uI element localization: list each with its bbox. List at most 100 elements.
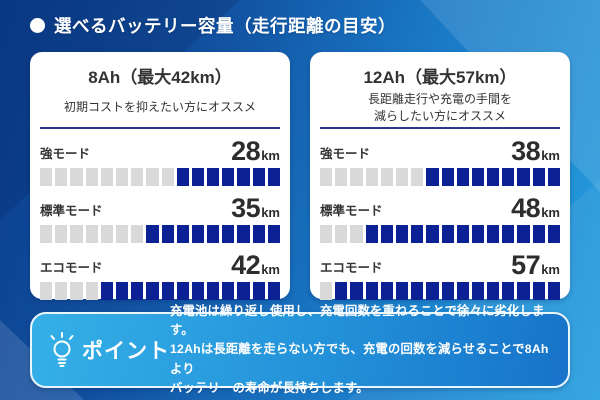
bar-segment — [335, 225, 348, 243]
bar-segment — [222, 282, 235, 300]
bar-segment — [100, 282, 113, 300]
bar-segment — [85, 225, 98, 243]
bar-segment — [547, 168, 560, 186]
card-subtitle: 初期コストを抑えたい方にオススメ — [30, 88, 290, 127]
bar-segment — [441, 168, 454, 186]
bar-segment — [365, 168, 378, 186]
distance-unit: km — [261, 205, 280, 220]
bar-segment — [441, 225, 454, 243]
bar-segment — [502, 168, 515, 186]
mode-row-standard: 標準モード 48km — [320, 193, 560, 243]
mode-row-eco: エコモード 57km — [320, 250, 560, 300]
bar-segment — [222, 225, 235, 243]
distance-unit: km — [541, 148, 560, 163]
bar-segment — [100, 168, 113, 186]
battery-cards: 8Ah（最大42km） 初期コストを抑えたい方にオススメ 強モード 28km 標… — [30, 52, 570, 300]
distance-unit: km — [541, 262, 560, 277]
distance-value: 38 — [511, 136, 541, 166]
bar-segment — [426, 282, 439, 300]
bar-segment — [176, 225, 189, 243]
bar-segment — [532, 225, 545, 243]
bar-segment — [85, 282, 98, 300]
point-callout: ポイント 充電池は繰り返し使用し、充電回数を重ねることで徐々に劣化します。 12… — [30, 304, 570, 395]
bar-segment — [365, 282, 378, 300]
point-text-line: 12Ahは長距離を走らない方でも、充電の回数を減らせることで8Ahより — [170, 342, 549, 376]
page-title: 選べるバッテリー容量（走行距離の目安） — [54, 16, 396, 36]
point-text-line: バッテリーの寿命が長持ちします。 — [170, 380, 369, 395]
bar-segment — [115, 282, 129, 300]
mode-value: 28km — [231, 138, 280, 165]
bar-segment — [146, 225, 159, 243]
point-badge: ポイント — [48, 332, 170, 368]
bar-segment — [517, 282, 530, 300]
bar-segment — [365, 225, 378, 243]
bar-segment — [411, 168, 424, 186]
bar-segment — [131, 168, 144, 186]
bar-segment — [267, 282, 280, 300]
bar-segment — [335, 168, 348, 186]
bar-segment — [237, 225, 250, 243]
bar-segment — [40, 225, 53, 243]
bar-segment — [441, 282, 454, 300]
bar-segment — [411, 282, 424, 300]
bar-segment — [395, 282, 409, 300]
mode-row-strong: 強モード 28km — [40, 136, 280, 186]
bar-segment — [115, 168, 129, 186]
bar-segment — [207, 282, 220, 300]
mode-value: 57km — [511, 252, 560, 279]
bar-segment — [70, 282, 83, 300]
bar-segment — [471, 225, 485, 243]
bar-segment — [161, 168, 174, 186]
bar-segment — [237, 282, 250, 300]
bar-segment — [161, 282, 174, 300]
bar-segment — [191, 225, 205, 243]
bar-segment — [252, 168, 265, 186]
bar-segment — [100, 225, 113, 243]
point-text: 充電池は繰り返し使用し、充電回数を重ねることで徐々に劣化します。 12Ahは長距… — [170, 302, 552, 397]
bar-segment — [40, 282, 53, 300]
distance-value: 35 — [231, 193, 261, 223]
point-label: ポイント — [82, 340, 170, 363]
bar-segment — [207, 225, 220, 243]
bar-segment — [320, 168, 333, 186]
bar-segment — [131, 282, 144, 300]
battery-bar — [40, 168, 280, 186]
bar-segment — [547, 225, 560, 243]
bar-segment — [532, 168, 545, 186]
mode-label: エコモード — [320, 261, 383, 275]
bar-segment — [456, 225, 469, 243]
bar-segment — [320, 282, 333, 300]
bar-segment — [471, 168, 485, 186]
bar-segment — [131, 225, 144, 243]
bar-segment — [456, 168, 469, 186]
bar-segment — [55, 168, 68, 186]
bar-segment — [70, 225, 83, 243]
bar-segment — [517, 225, 530, 243]
bar-segment — [191, 282, 205, 300]
card-title: 8Ah（最大42km） — [88, 68, 232, 87]
bar-segment — [176, 282, 189, 300]
bar-segment — [502, 225, 515, 243]
mode-label: 標準モード — [40, 204, 103, 218]
bar-segment — [70, 168, 83, 186]
bar-segment — [395, 225, 409, 243]
bar-segment — [487, 282, 500, 300]
bar-segment — [222, 168, 235, 186]
mode-value: 48km — [511, 195, 560, 222]
bar-segment — [207, 168, 220, 186]
bar-segment — [350, 225, 363, 243]
distance-value: 48 — [511, 193, 541, 223]
bar-segment — [320, 225, 333, 243]
bar-segment — [335, 282, 348, 300]
card-title: 12Ah（最大57km） — [363, 68, 517, 87]
bar-segment — [532, 282, 545, 300]
bar-segment — [252, 282, 265, 300]
mode-value: 38km — [511, 138, 560, 165]
battery-bar — [40, 225, 280, 243]
mode-row-eco: エコモード 42km — [40, 250, 280, 300]
mode-label: 強モード — [40, 147, 91, 161]
bar-segment — [237, 168, 250, 186]
mode-label: 強モード — [320, 147, 371, 161]
mode-row-standard: 標準モード 35km — [40, 193, 280, 243]
bar-segment — [547, 282, 560, 300]
